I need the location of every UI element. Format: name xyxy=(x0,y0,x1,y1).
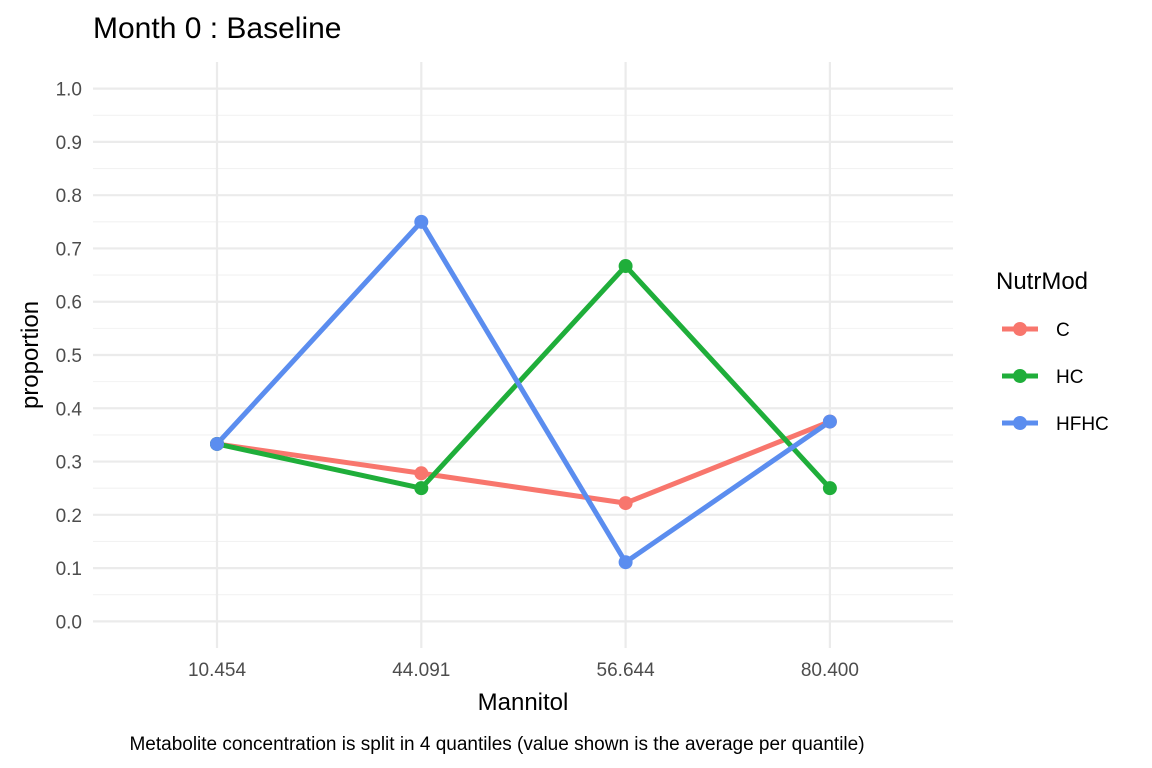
y-tick-label: 0.8 xyxy=(56,186,82,207)
data-point-hfhc xyxy=(414,214,429,229)
data-point-c xyxy=(414,466,429,481)
y-tick-label: 0.1 xyxy=(56,559,82,580)
x-axis-title: Mannitol xyxy=(478,689,569,716)
data-point-hc xyxy=(618,259,633,274)
x-tick-label: 10.454 xyxy=(188,660,247,681)
x-tick-label: 56.644 xyxy=(597,660,656,681)
y-tick-label: 1.0 xyxy=(56,80,82,101)
series-group xyxy=(210,214,837,570)
legend-title: NutrMod xyxy=(996,268,1088,295)
data-point-hc xyxy=(414,481,429,496)
data-point-hfhc xyxy=(210,436,224,451)
y-tick-label: 0.5 xyxy=(56,346,82,367)
x-tick-label: 80.400 xyxy=(801,660,859,681)
data-point-hfhc xyxy=(618,555,633,570)
legend-label-hc: HC xyxy=(1056,367,1083,388)
y-tick-label: 0.2 xyxy=(56,506,82,527)
y-tick-label: 0.3 xyxy=(56,453,82,474)
y-tick-label: 0.9 xyxy=(56,133,82,154)
legend-label-hfhc: HFHC xyxy=(1056,414,1109,435)
y-axis-ticks: 0.0 0.1 0.2 0.3 0.4 0.5 0.6 0.7 0.8 0.9 1.0 xyxy=(56,80,83,634)
y-tick-label: 0.7 xyxy=(56,239,82,260)
chart-title: Month 0 : Baseline xyxy=(93,12,341,45)
legend-key-point-c xyxy=(1013,322,1027,336)
data-point-hfhc xyxy=(822,414,837,429)
x-tick-label: 44.091 xyxy=(392,660,450,681)
legend-label-c: C xyxy=(1056,320,1070,341)
series-line-c xyxy=(216,419,831,506)
legend-key-point-hfhc xyxy=(1013,416,1027,430)
y-tick-label: 0.0 xyxy=(56,612,82,633)
series-line-hc xyxy=(216,263,832,491)
y-tick-label: 0.4 xyxy=(56,399,83,420)
chart-caption: Metabolite concentration is split in 4 q… xyxy=(129,734,864,755)
grid xyxy=(93,62,953,648)
y-axis-title: proportion xyxy=(17,301,44,409)
legend: NutrMod C HC HFHC xyxy=(996,268,1109,435)
data-point-hc xyxy=(822,481,837,496)
y-tick-label: 0.6 xyxy=(56,293,82,314)
data-point-c xyxy=(618,496,633,511)
legend-key-point-hc xyxy=(1013,369,1027,383)
series-line-hfhc xyxy=(215,219,832,565)
x-axis-ticks: 10.454 44.091 56.644 80.400 xyxy=(188,660,859,681)
